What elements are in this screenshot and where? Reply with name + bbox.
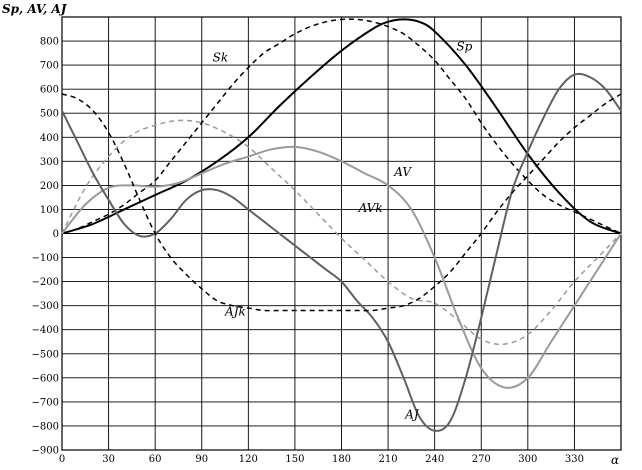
x-tick-label: 210 bbox=[379, 454, 398, 465]
y-tick-label: 800 bbox=[40, 37, 59, 48]
annotation-sp: Sp bbox=[456, 40, 472, 54]
series-line-av bbox=[61, 145, 622, 389]
x-tick-label: 30 bbox=[102, 454, 115, 465]
y-tick-label: 100 bbox=[40, 205, 59, 216]
y-tick-label: −900 bbox=[32, 446, 59, 457]
series-layer bbox=[61, 18, 622, 432]
x-tick-label: 300 bbox=[518, 454, 537, 465]
annotation-avk: AVk bbox=[358, 201, 383, 215]
y-tick-label: 700 bbox=[40, 61, 59, 72]
x-tick-label: 180 bbox=[332, 454, 351, 465]
x-tick-label: 330 bbox=[565, 454, 584, 465]
x-tick-label: 60 bbox=[149, 454, 162, 465]
y-tick-label: −200 bbox=[32, 277, 59, 288]
y-tick-label: 600 bbox=[40, 85, 59, 96]
x-tick-label: 120 bbox=[239, 454, 258, 465]
annotation-sk: Sk bbox=[213, 51, 229, 65]
y-axis-label: Sp, AV, AJ bbox=[2, 2, 68, 16]
x-tick-label: 270 bbox=[472, 454, 491, 465]
x-axis-label: α bbox=[611, 453, 619, 467]
annotation-aj: AJ bbox=[404, 408, 420, 422]
series-line-sp bbox=[61, 18, 622, 235]
annotation-av: AV bbox=[393, 165, 412, 179]
annotation-ajk: AJk bbox=[224, 304, 246, 318]
y-tick-label: −600 bbox=[32, 373, 59, 384]
series-line-avk bbox=[61, 119, 622, 346]
y-tick-label: −500 bbox=[32, 349, 59, 360]
y-tick-label: 0 bbox=[53, 229, 59, 240]
tick-labels: 0 30 60 90 120 150 180 210 240 270 300 330 −900 −800 −… bbox=[32, 37, 584, 465]
series-annotations: Sk Sp AV AVk AJk AJ bbox=[213, 40, 473, 422]
grid bbox=[61, 16, 622, 451]
y-tick-label: 200 bbox=[40, 181, 59, 192]
x-tick-label: 0 bbox=[59, 454, 65, 465]
y-tick-label: 400 bbox=[40, 133, 59, 144]
x-tick-label: 150 bbox=[285, 454, 304, 465]
y-tick-label: 500 bbox=[40, 109, 59, 120]
y-tick-label: −400 bbox=[32, 325, 59, 336]
series-line-sk bbox=[61, 18, 622, 235]
y-tick-label: 300 bbox=[40, 157, 59, 168]
y-tick-label: −300 bbox=[32, 301, 59, 312]
y-tick-label: −800 bbox=[32, 421, 59, 432]
x-tick-label: 90 bbox=[195, 454, 208, 465]
y-tick-label: −100 bbox=[32, 253, 59, 264]
y-tick-label: −700 bbox=[32, 397, 59, 408]
x-tick-label: 240 bbox=[425, 454, 444, 465]
series-line-ajk bbox=[61, 93, 622, 312]
